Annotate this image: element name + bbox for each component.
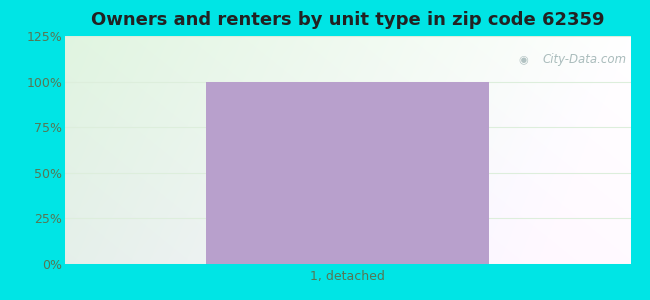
Text: City-Data.com: City-Data.com [543,53,627,66]
Bar [207,82,489,264]
Title: Owners and renters by unit type in zip code 62359: Owners and renters by unit type in zip c… [91,11,604,29]
Text: ◉: ◉ [518,55,528,65]
